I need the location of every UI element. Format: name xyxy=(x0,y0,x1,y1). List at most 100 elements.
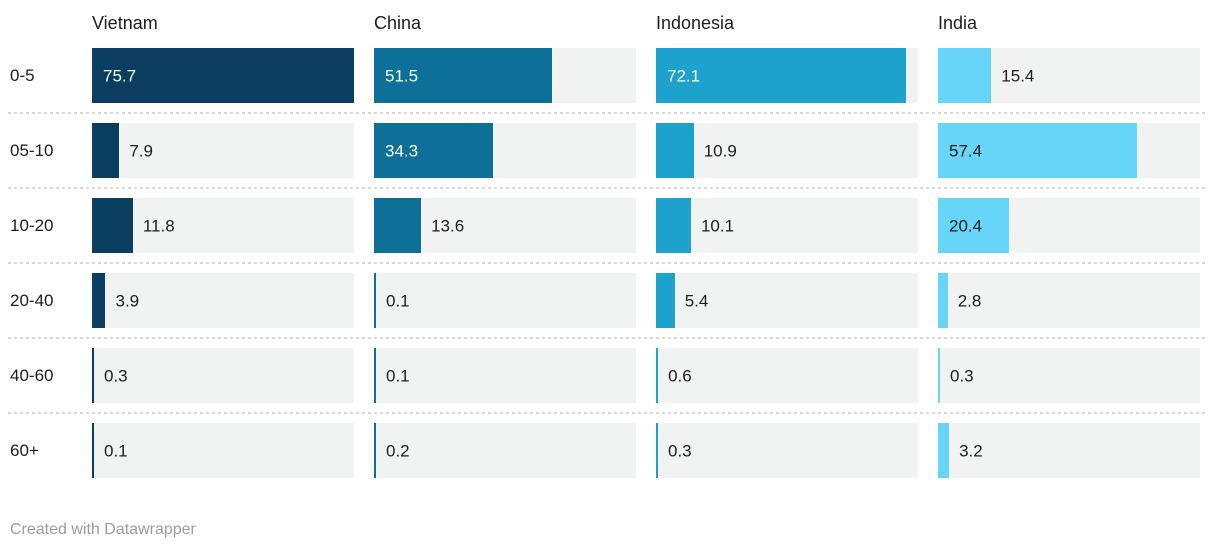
bar-china xyxy=(374,423,376,478)
column-header-vietnam: Vietnam xyxy=(92,13,158,33)
row-label: 40-60 xyxy=(10,365,54,385)
chart-row-40-60: 40-60 0.3 0.1 0.6 0.3 xyxy=(0,348,1220,403)
value-label: 34.3 xyxy=(385,141,419,160)
value-label: 11.8 xyxy=(142,216,175,235)
bar-vietnam xyxy=(92,198,133,253)
value-label: 10.9 xyxy=(703,141,737,160)
value-label: 51.5 xyxy=(385,66,419,85)
value-label: 75.7 xyxy=(103,66,137,85)
bar-indonesia xyxy=(656,48,906,103)
bar-china xyxy=(374,48,553,103)
bar-india xyxy=(938,273,948,328)
bar-track-vietnam: 0.1 xyxy=(92,423,354,478)
bar-vietnam xyxy=(92,48,354,103)
bar-india xyxy=(938,123,1137,178)
bar-india xyxy=(938,423,950,478)
bar-china xyxy=(374,198,422,253)
value-label: 72.1 xyxy=(667,66,701,85)
value-label: 0.3 xyxy=(104,366,128,385)
chart-row-60-: 60+ 0.1 0.2 0.3 3.2 xyxy=(0,423,1220,478)
bar-track-indonesia: 0.6 xyxy=(656,348,918,403)
row-label: 60+ xyxy=(10,440,39,460)
row-separator xyxy=(0,328,1220,348)
bar-vietnam xyxy=(92,423,94,478)
chart-row-20-40: 20-40 3.9 0.1 5.4 2.8 xyxy=(0,273,1220,328)
bar-china xyxy=(374,123,493,178)
dotted-separator-line xyxy=(8,412,1208,414)
chart-row-05-10: 05-10 7.9 34.3 10.9 57.4 xyxy=(0,123,1220,178)
bar-china xyxy=(374,348,376,403)
bar-track-china: 51.5 xyxy=(374,48,636,103)
bar-indonesia xyxy=(656,348,659,403)
value-label: 3.9 xyxy=(115,291,140,310)
value-label: 0.2 xyxy=(386,441,410,460)
bar-china xyxy=(374,273,376,328)
chart-row-10-20: 10-20 11.8 13.6 10.1 20.4 xyxy=(0,198,1220,253)
bar-track-indonesia: 0.3 xyxy=(656,423,918,478)
bar-track-vietnam: 7.9 xyxy=(92,123,354,178)
row-separator xyxy=(0,103,1220,123)
row-label: 05-10 xyxy=(10,140,54,160)
bar-track-india: 20.4 xyxy=(938,198,1200,253)
row-label: 0-5 xyxy=(10,65,35,85)
value-label: 0.1 xyxy=(104,441,128,460)
bar-track-india: 15.4 xyxy=(938,48,1200,103)
value-label: 0.1 xyxy=(386,366,410,385)
bar-indonesia xyxy=(656,198,691,253)
bar-track-india: 0.3 xyxy=(938,348,1200,403)
bar-indonesia xyxy=(656,273,675,328)
dotted-separator-line xyxy=(8,337,1208,339)
bar-track-india: 57.4 xyxy=(938,123,1200,178)
chart-rows: 0-5 75.7 51.5 72.1 15.4 05-10 7.9 34.3 10.9 57.4 1… xyxy=(0,48,1220,478)
bar-track-china: 0.1 xyxy=(374,348,636,403)
dotted-separator-line xyxy=(8,262,1208,264)
chart-footer: Created with Datawrapper xyxy=(0,521,1220,539)
value-label: 2.8 xyxy=(957,291,982,310)
bar-track-indonesia: 10.9 xyxy=(656,123,918,178)
bar-track-china: 34.3 xyxy=(374,123,636,178)
row-separator xyxy=(0,178,1220,198)
bar-track-vietnam: 11.8 xyxy=(92,198,354,253)
bar-track-india: 2.8 xyxy=(938,273,1200,328)
datawrapper-credit-link[interactable]: Created with Datawrapper xyxy=(10,521,196,538)
row-separator xyxy=(0,253,1220,273)
column-header-indonesia: Indonesia xyxy=(656,13,735,33)
dotted-separator-line xyxy=(8,112,1208,114)
bar-vietnam xyxy=(92,123,120,178)
value-label: 0.6 xyxy=(668,366,692,385)
value-label: 0.3 xyxy=(950,366,974,385)
bar-track-vietnam: 0.3 xyxy=(92,348,354,403)
value-label: 15.4 xyxy=(1001,66,1035,85)
row-label: 10-20 xyxy=(10,215,54,235)
row-label: 20-40 xyxy=(10,290,54,310)
column-header-india: India xyxy=(938,13,978,33)
bar-track-vietnam: 3.9 xyxy=(92,273,354,328)
value-label: 5.4 xyxy=(684,291,709,310)
bar-indonesia xyxy=(656,423,658,478)
value-label: 0.3 xyxy=(668,441,692,460)
bar-track-china: 13.6 xyxy=(374,198,636,253)
bar-track-china: 0.1 xyxy=(374,273,636,328)
bar-track-india: 3.2 xyxy=(938,423,1200,478)
value-label: 20.4 xyxy=(949,216,983,235)
bar-vietnam xyxy=(92,273,106,328)
bar-vietnam xyxy=(92,348,94,403)
value-label: 10.1 xyxy=(700,216,735,235)
bar-india xyxy=(938,198,1009,253)
row-separator xyxy=(0,403,1220,423)
column-headers: Vietnam China Indonesia India xyxy=(0,0,1220,36)
bar-indonesia xyxy=(656,123,694,178)
bar-track-indonesia: 10.1 xyxy=(656,198,918,253)
bar-track-china: 0.2 xyxy=(374,423,636,478)
value-label: 0.1 xyxy=(386,291,410,310)
bar-india xyxy=(938,348,940,403)
value-label: 13.6 xyxy=(431,216,465,235)
bar-track-indonesia: 72.1 xyxy=(656,48,918,103)
value-label: 7.9 xyxy=(129,141,153,160)
bar-track-vietnam: 75.7 xyxy=(92,48,354,103)
bar-track-indonesia: 5.4 xyxy=(656,273,918,328)
bar-india xyxy=(938,48,992,103)
column-header-china: China xyxy=(374,13,422,33)
chart-row-0-5: 0-5 75.7 51.5 72.1 15.4 xyxy=(0,48,1220,103)
